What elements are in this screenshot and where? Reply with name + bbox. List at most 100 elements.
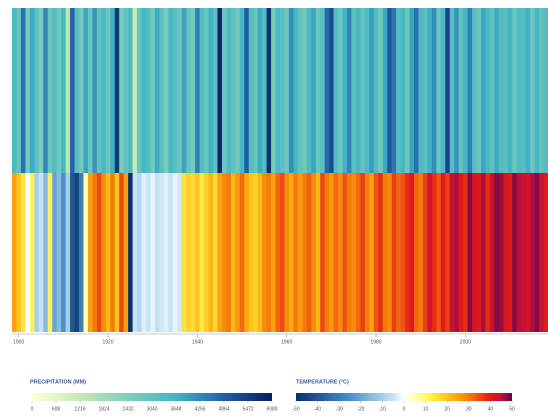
stripe (293, 8, 299, 173)
stripe (445, 173, 451, 332)
x-tick-label: 1960 (281, 339, 292, 345)
stripe (195, 173, 200, 332)
stripe (342, 173, 348, 332)
colorbar-tick-label: 4256 (194, 406, 205, 412)
stripe (213, 173, 218, 332)
stripe (351, 8, 357, 173)
colorbar (296, 393, 512, 401)
stripe (507, 8, 513, 173)
stripe (503, 173, 509, 332)
stripe (266, 8, 272, 173)
stripe (12, 173, 17, 332)
colorbar-tick-label: 0 (403, 406, 406, 412)
stripe (378, 8, 384, 173)
stripe (83, 8, 89, 173)
stripe (472, 173, 477, 332)
stripe (467, 8, 473, 173)
stripe (128, 8, 133, 173)
stripe (235, 173, 241, 332)
stripe (29, 8, 35, 173)
stripe (454, 8, 460, 173)
stripe (146, 173, 151, 332)
stripe (275, 8, 281, 173)
stripe (163, 173, 169, 332)
stripe (485, 173, 491, 332)
x-tick-label: 2000 (460, 339, 471, 345)
stripe (382, 8, 388, 173)
stripe (320, 173, 326, 332)
stripe (369, 173, 375, 332)
stripe (364, 8, 370, 173)
stripe (302, 8, 308, 173)
stripe (239, 8, 245, 173)
stripe (422, 173, 428, 332)
stripe (43, 173, 49, 332)
stripe (199, 173, 205, 332)
stripe (253, 8, 259, 173)
stripe (489, 8, 495, 173)
stripe (315, 8, 321, 173)
stripe (431, 8, 437, 173)
stripe (177, 8, 183, 173)
stripe (494, 8, 500, 173)
stripe (422, 8, 428, 173)
stripe (190, 8, 196, 173)
stripe (20, 173, 26, 332)
stripe (195, 8, 200, 173)
stripe (181, 173, 187, 332)
stripe (311, 8, 317, 173)
stripe (516, 8, 522, 173)
stripe (248, 8, 254, 173)
colorbar-tick-label: 1824 (98, 406, 109, 412)
stripe (498, 8, 504, 173)
stripe (306, 8, 312, 173)
stripe (311, 173, 317, 332)
stripe (199, 8, 205, 173)
stripe (163, 8, 169, 173)
stripe (186, 8, 192, 173)
stripe (431, 173, 437, 332)
stripe (391, 173, 397, 332)
stripe (503, 8, 509, 173)
stripe (293, 173, 299, 332)
stripe (181, 8, 187, 173)
stripe (190, 173, 196, 332)
stripe (150, 173, 156, 332)
stripe (329, 8, 334, 173)
stripe (79, 8, 84, 173)
stripe (25, 173, 31, 332)
x-tick-label: 1900 (13, 339, 24, 345)
stripe (137, 173, 142, 332)
stripe (414, 8, 419, 173)
stripe (355, 8, 361, 173)
stripe (280, 8, 285, 173)
stripe (333, 173, 339, 332)
stripe (373, 8, 379, 173)
legend-title: TEMPERATURE (°C) (296, 379, 349, 385)
stripe (92, 8, 98, 173)
stripe (543, 8, 548, 173)
stripe (360, 8, 366, 173)
stripe (364, 173, 370, 332)
stripe (119, 8, 125, 173)
stripe (253, 173, 259, 332)
stripe (347, 173, 352, 332)
x-tick-label: 1980 (370, 339, 381, 345)
stripe (52, 173, 58, 332)
stripe (463, 173, 468, 332)
stripe (244, 173, 250, 332)
colorbar-tick-label: 3648 (170, 406, 181, 412)
colorbar-tick-label: 1216 (74, 406, 85, 412)
stripe (56, 8, 62, 173)
stripe (150, 8, 156, 173)
stripe (440, 173, 446, 332)
colorbar-tick-label: 608 (52, 406, 61, 412)
stripe (208, 173, 214, 332)
stripe (476, 173, 482, 332)
stripe (405, 173, 410, 332)
stripe (244, 8, 250, 173)
stripe (498, 173, 504, 332)
colorbar-tick-label: 6080 (266, 406, 277, 412)
stripe (248, 173, 254, 332)
